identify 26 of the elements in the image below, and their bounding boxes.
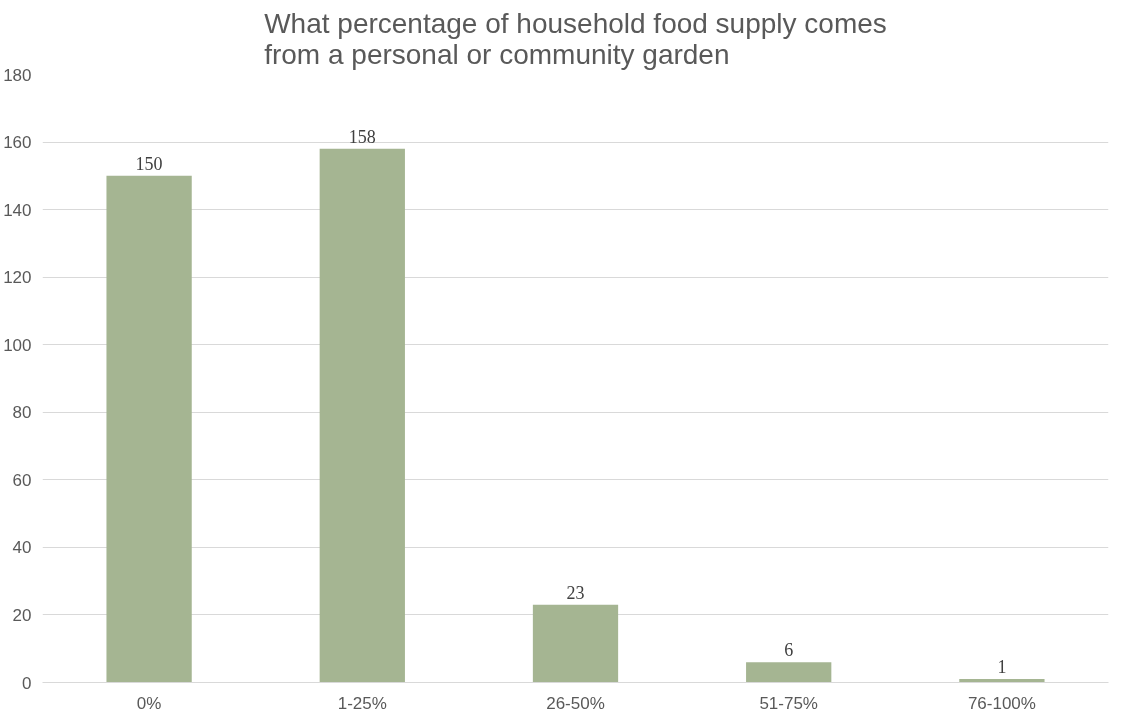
y-tick-label: 100 <box>3 335 32 355</box>
data-label: 23 <box>566 582 585 603</box>
x-tick-label: 26-50% <box>546 693 605 713</box>
data-label: 1 <box>997 657 1007 678</box>
chart-title: What percentage of household food supply comes from a personal or community garden <box>264 7 887 70</box>
data-label: 158 <box>348 126 376 147</box>
y-tick-label: 0 <box>22 673 32 693</box>
x-tick-label: 51-75% <box>759 693 819 713</box>
bar <box>959 679 1045 683</box>
y-tick-label: 80 <box>12 403 32 423</box>
y-tick-label: 20 <box>12 605 32 625</box>
bar <box>106 175 192 683</box>
x-tick-label: 0% <box>136 693 162 713</box>
bar <box>746 662 832 683</box>
bar <box>532 604 619 683</box>
y-tick-label: 40 <box>12 538 32 558</box>
x-tick-label: 1-25% <box>337 693 387 713</box>
y-tick-label: 180 <box>3 65 32 85</box>
y-tick-label: 160 <box>3 133 32 153</box>
x-tick-label: 76-100% <box>967 693 1036 713</box>
data-label: 6 <box>784 640 794 661</box>
y-tick-label: 140 <box>3 200 32 220</box>
y-tick-label: 60 <box>12 470 32 490</box>
data-label: 150 <box>135 153 163 174</box>
y-tick-label: 120 <box>3 268 32 288</box>
bar <box>319 148 405 683</box>
